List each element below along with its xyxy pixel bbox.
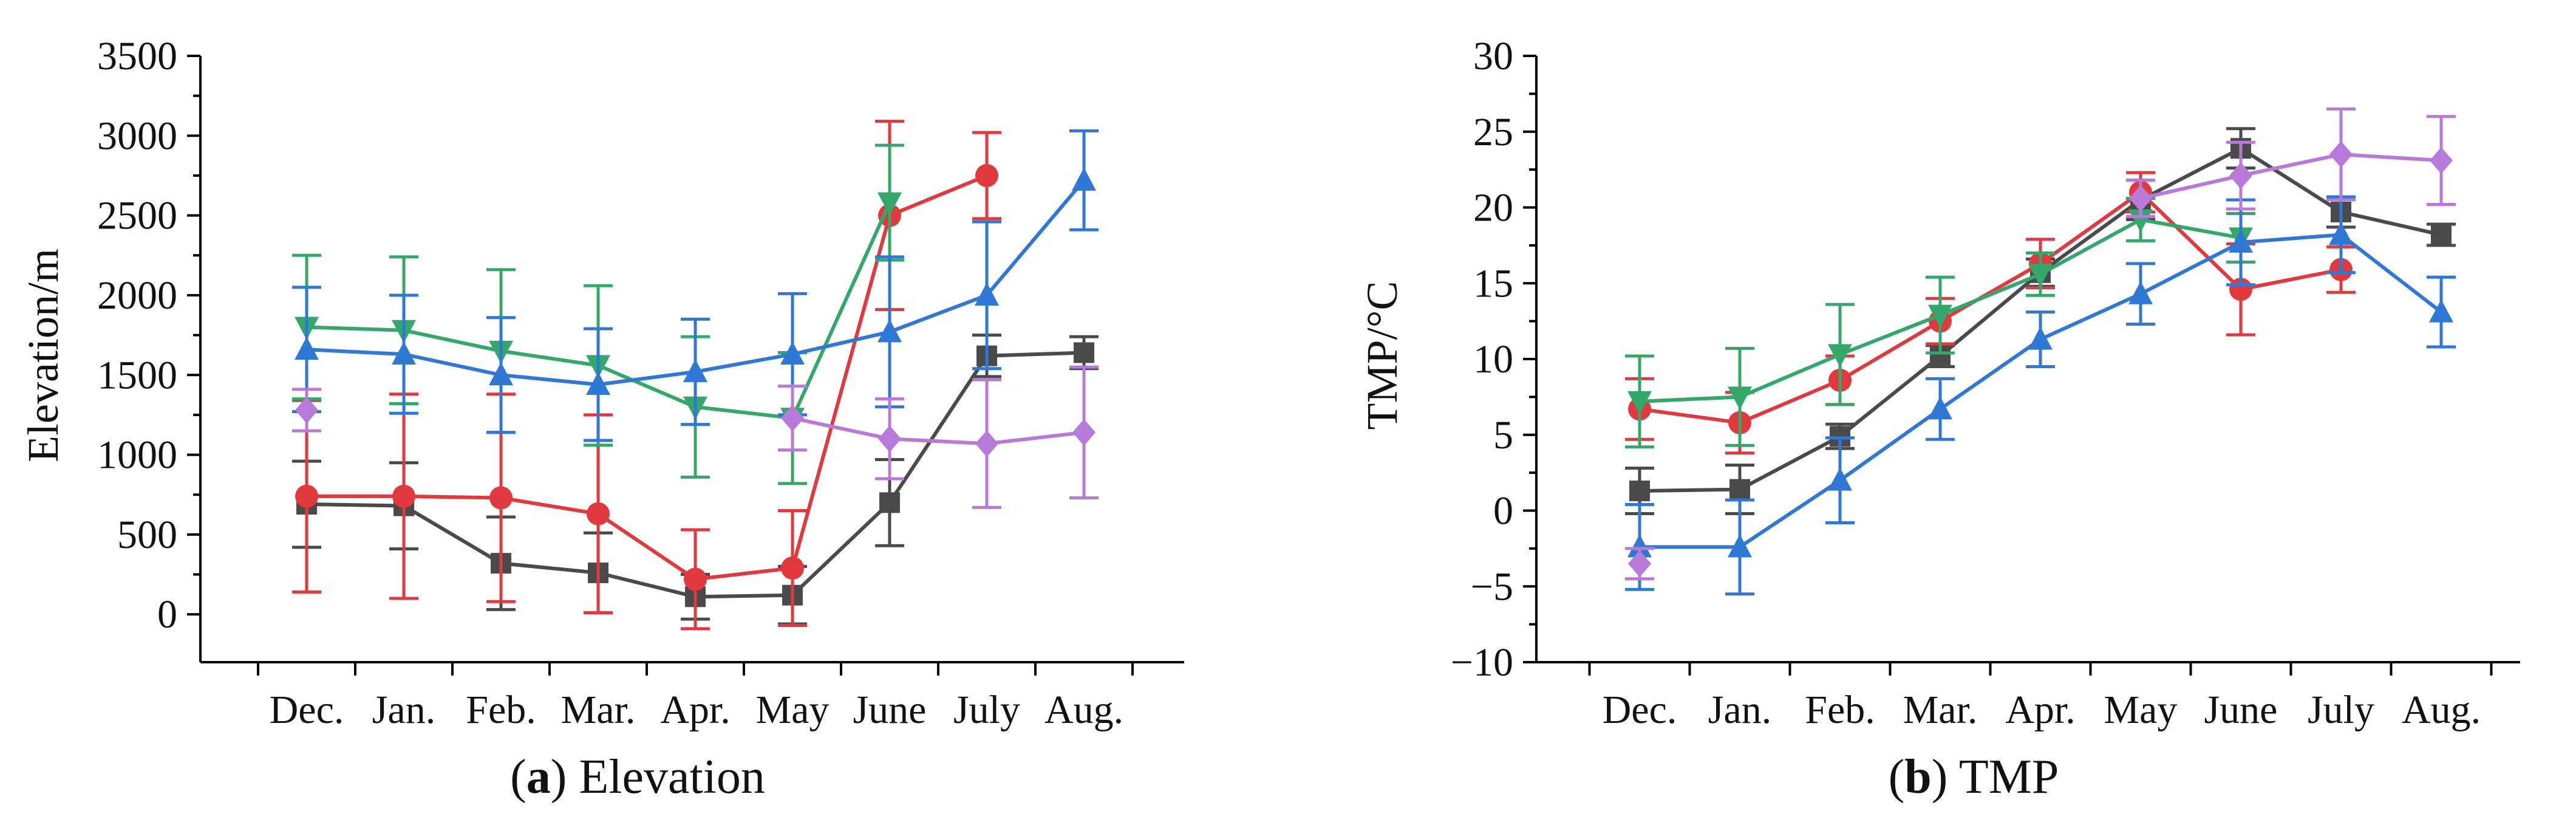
data-point-gray [1729, 479, 1750, 500]
data-point-purple [2229, 162, 2252, 190]
caption-a: (a) Elevation [510, 750, 765, 804]
data-point-red [587, 502, 610, 525]
data-point-blue [2429, 299, 2453, 323]
y-tick-label: 500 [117, 513, 177, 557]
caption-b: (b) TMP [1889, 750, 2059, 804]
data-point-blue [586, 372, 610, 395]
series-line-red [1639, 190, 2342, 425]
data-point-blue [1828, 467, 1852, 491]
series-line-purple [792, 416, 1085, 446]
data-point-blue [489, 362, 513, 386]
y-axis-label-b: TMP/°C [1358, 281, 1406, 430]
data-point-purple [295, 397, 318, 424]
data-point-red [295, 484, 318, 508]
data-point-blue [780, 341, 805, 365]
data-point-blue [1072, 167, 1096, 191]
x-tick-label: Dec. [1603, 688, 1677, 732]
y-tick-label: 1500 [97, 353, 177, 397]
panel-tmp: TMP/°C (b) TMP −10 −5 0 5 10 15 20 25 30 Dec. Jan.… [1358, 34, 2520, 804]
series-purple [1625, 107, 2456, 581]
data-point-blue [2329, 222, 2353, 245]
y-tick-label: 15 [1473, 261, 1513, 306]
data-point-blue [683, 359, 707, 383]
data-point-blue [975, 282, 999, 306]
y-tick-label: 10 [1473, 337, 1513, 382]
data-point-purple [878, 425, 901, 453]
x-tick-label: Apr. [2005, 688, 2076, 732]
data-point-blue [1627, 534, 1652, 558]
data-point-blue [1928, 396, 1952, 420]
data-point-purple [781, 405, 804, 432]
data-point-gray [1629, 481, 1650, 502]
x-tick-label: June [2204, 688, 2278, 732]
x-tick-label: Dec. [270, 688, 344, 732]
x-tick-label: Mar. [1903, 688, 1978, 732]
series-blue [1625, 195, 2456, 596]
y-tick-label: −10 [1451, 640, 1513, 685]
data-point-red [392, 484, 415, 508]
data-point-gray [2431, 224, 2452, 245]
data-point-green [1728, 386, 1752, 410]
y-tick-label: 0 [157, 592, 177, 637]
x-tick-label: Aug. [2402, 688, 2481, 732]
data-point-green [1627, 391, 1652, 414]
series-purple [292, 365, 1099, 509]
data-point-purple [2329, 141, 2353, 168]
data-point-blue [1728, 534, 1752, 558]
y-tick-label: 5 [1493, 413, 1513, 457]
x-tick-label: Feb. [1805, 688, 1875, 732]
x-tick-label: June [853, 688, 927, 732]
data-point-gray [1074, 342, 1094, 363]
data-point-red [684, 567, 707, 591]
y-tick-label: 20 [1473, 186, 1513, 230]
data-point-red [489, 486, 513, 510]
x-tick-label: May [756, 688, 830, 732]
y-tick-label: 3000 [97, 114, 177, 158]
series-line-purple [2140, 152, 2442, 200]
x-tick-label: Feb. [466, 688, 536, 732]
x-tick-label: Mar. [561, 688, 636, 732]
data-point-purple [2129, 185, 2152, 212]
data-point-purple [975, 430, 998, 457]
y-tick-label: −5 [1471, 564, 1513, 609]
data-point-blue [295, 337, 319, 360]
y-tick-label: 0 [1493, 489, 1513, 533]
data-point-green [2028, 264, 2053, 287]
y-tick-label: 30 [1473, 34, 1513, 78]
data-point-blue [877, 319, 902, 343]
data-point-green [877, 192, 902, 216]
data-point-blue [2128, 281, 2153, 304]
y-tick-label: 2000 [97, 273, 177, 318]
series-line-red [307, 174, 988, 581]
x-tick-label: July [953, 688, 1020, 732]
data-point-purple [1628, 550, 1651, 577]
data-point-green [1828, 344, 1852, 368]
data-point-gray [879, 492, 900, 513]
y-axis-label-a: Elevation/m [19, 248, 67, 462]
data-point-red [975, 163, 998, 187]
x-tick-label: May [2104, 688, 2178, 732]
data-point-purple [1072, 419, 1095, 446]
y-tick-label: 3500 [97, 34, 177, 78]
data-point-purple [2430, 147, 2453, 174]
x-tick-label: Aug. [1044, 688, 1123, 732]
data-point-green [1928, 304, 1952, 328]
y-tick-label: 1000 [97, 433, 177, 478]
series-red [292, 120, 1001, 631]
data-point-blue [392, 341, 416, 365]
x-tick-label: July [2308, 688, 2374, 732]
x-tick-label: Jan. [1708, 688, 1771, 732]
y-tick-label: 2500 [97, 194, 177, 238]
data-point-blue [2229, 229, 2253, 253]
data-point-blue [2028, 326, 2053, 350]
x-tick-label: Jan. [372, 688, 435, 732]
y-tick-label: 25 [1473, 110, 1513, 154]
panel-elevation: Elevation/m (a) Elevation 0 500 1000 1500 20… [19, 34, 1184, 804]
x-tick-label: Apr. [660, 688, 731, 732]
data-point-red [781, 556, 804, 580]
data-point-green [2128, 209, 2153, 233]
